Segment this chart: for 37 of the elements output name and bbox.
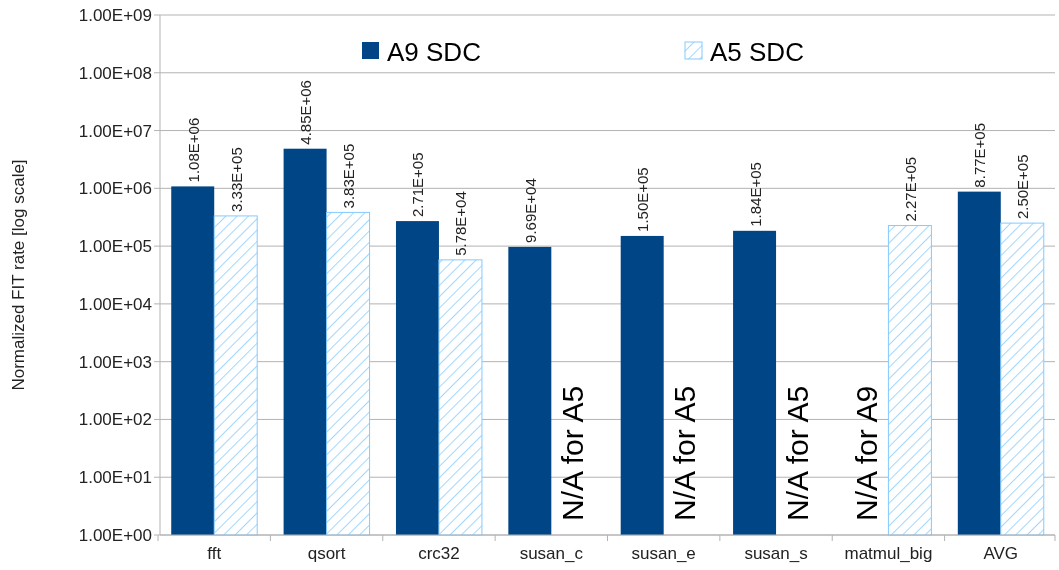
y-tick-label: 1.00E+02 bbox=[78, 410, 152, 430]
data-label: 1.50E+05 bbox=[634, 167, 652, 232]
x-tick-label: fft bbox=[207, 544, 222, 563]
annotation: N/A for A5 bbox=[668, 385, 702, 521]
x-tick-label: susan_c bbox=[519, 544, 584, 563]
data-label: 2.27E+05 bbox=[901, 156, 919, 222]
data-label: 3.33E+05 bbox=[227, 147, 245, 212]
annotation: N/A for A5 bbox=[555, 385, 589, 521]
y-tick-label: 1.00E+00 bbox=[78, 525, 152, 545]
data-label: 4.85E+06 bbox=[297, 80, 315, 145]
data-label: 5.78E+04 bbox=[452, 191, 470, 256]
data-label: 1.08E+06 bbox=[184, 117, 202, 183]
y-tick-label: 1.00E+06 bbox=[78, 179, 152, 199]
data-label: 3.83E+05 bbox=[340, 143, 358, 209]
annotation: N/A for A9 bbox=[849, 385, 883, 521]
y-tick-label: 1.00E+04 bbox=[78, 294, 152, 314]
annotation: N/A for A5 bbox=[780, 385, 814, 521]
data-label: 2.50E+05 bbox=[1014, 154, 1032, 220]
y-tick-label: 1.00E+07 bbox=[78, 121, 152, 141]
data-label: 1.84E+05 bbox=[746, 162, 764, 227]
data-label: 2.71E+05 bbox=[409, 152, 427, 218]
data-label: 8.77E+05 bbox=[971, 122, 989, 188]
x-tick-label: susan_e bbox=[631, 544, 696, 563]
y-tick-label: 1.00E+09 bbox=[78, 5, 152, 25]
data-label: 9.69E+04 bbox=[521, 178, 539, 243]
y-tick-label: 1.00E+08 bbox=[78, 63, 152, 83]
y-axis-title: Normalized FIT rate [log scale] bbox=[9, 159, 28, 391]
y-tick-label: 1.00E+03 bbox=[78, 352, 152, 372]
legend-label: A9 SDC bbox=[387, 37, 481, 68]
x-tick-label: susan_s bbox=[744, 544, 808, 563]
x-tick-label: qsort bbox=[307, 544, 346, 563]
y-tick-label: 1.00E+01 bbox=[78, 468, 152, 488]
x-tick-label: AVG bbox=[983, 544, 1019, 563]
x-tick-label: crc32 bbox=[418, 544, 460, 563]
x-tick-label: matmul_big bbox=[844, 544, 933, 563]
legend-label: A5 SDC bbox=[710, 37, 804, 68]
y-tick-label: 1.00E+05 bbox=[78, 237, 152, 257]
